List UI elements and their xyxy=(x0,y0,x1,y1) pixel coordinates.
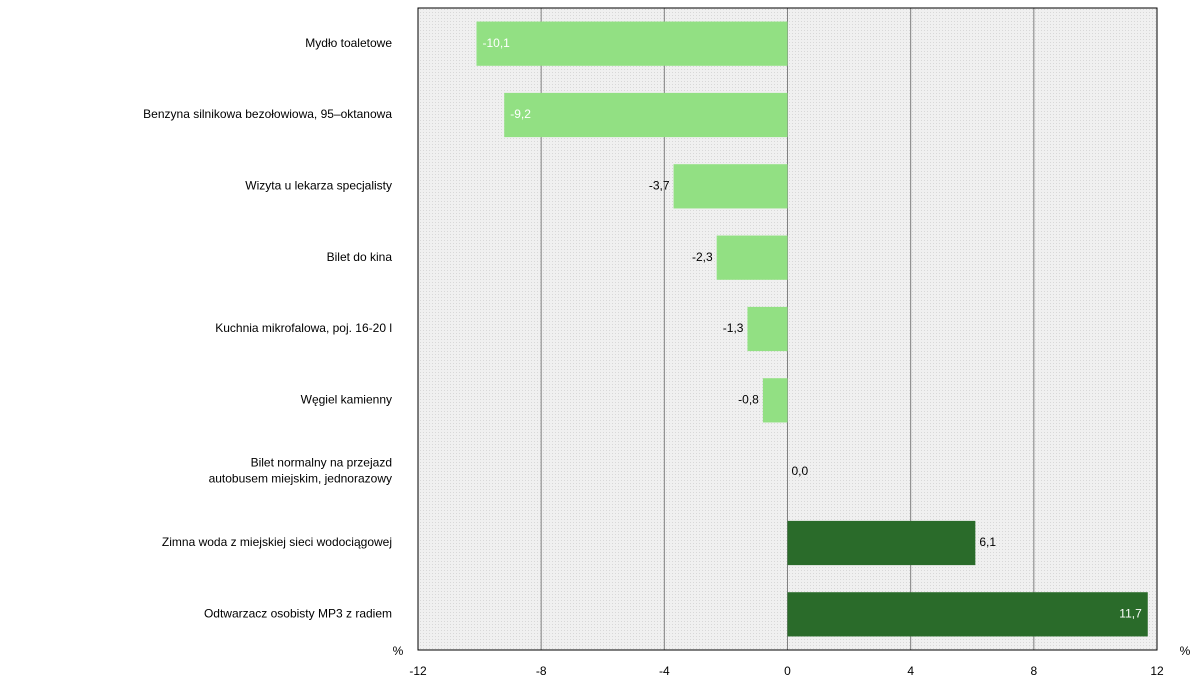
bar xyxy=(716,235,788,280)
x-tick-label: 0 xyxy=(784,664,791,678)
x-tick-label: 8 xyxy=(1030,664,1037,678)
bar xyxy=(504,92,788,138)
data-label: -10,1 xyxy=(483,36,511,50)
bar xyxy=(747,306,788,352)
bar xyxy=(673,164,788,209)
data-label: -0,8 xyxy=(738,393,759,407)
bar xyxy=(476,21,788,66)
data-label: 0,0 xyxy=(792,464,809,478)
x-tick-label: 4 xyxy=(907,664,914,678)
y-tick-label: Bilet normalny na przejazd autobusem miej… xyxy=(209,456,392,486)
x-tick-label: -4 xyxy=(659,664,670,678)
bar xyxy=(762,378,788,423)
y-tick-label: Zimna woda z miejskiej sieci wodociągowe… xyxy=(162,535,392,549)
plot-border xyxy=(417,7,1158,651)
y-tick-label: Mydło toaletowe xyxy=(305,36,392,50)
x-axis-unit: % xyxy=(1180,644,1191,658)
x-tick-label: -12 xyxy=(409,664,427,678)
y-tick-label: Kuchnia mikrofalowa, poj. 16-20 l xyxy=(215,321,392,335)
data-label: -1,3 xyxy=(723,321,744,335)
x-axis-unit: % xyxy=(393,644,404,658)
data-label: 6,1 xyxy=(979,535,996,549)
y-tick-label: Benzyna silnikowa bezołowiowa, 95–oktano… xyxy=(143,107,392,121)
x-tick-label: -8 xyxy=(536,664,547,678)
bar xyxy=(787,520,976,566)
y-tick-label: Węgiel kamienny xyxy=(301,393,392,407)
bar xyxy=(787,592,1148,637)
y-tick-label: Odtwarzacz osobisty MP3 z radiem xyxy=(204,607,392,621)
data-label: -9,2 xyxy=(510,107,531,121)
data-label: 11,7 xyxy=(1119,607,1142,621)
data-label: -2,3 xyxy=(692,250,713,264)
y-tick-label: Wizyta u lekarza specjalisty xyxy=(245,179,392,193)
x-tick-label: 12 xyxy=(1150,664,1164,678)
y-tick-label: Bilet do kina xyxy=(327,250,393,264)
data-label: -3,7 xyxy=(649,179,670,193)
